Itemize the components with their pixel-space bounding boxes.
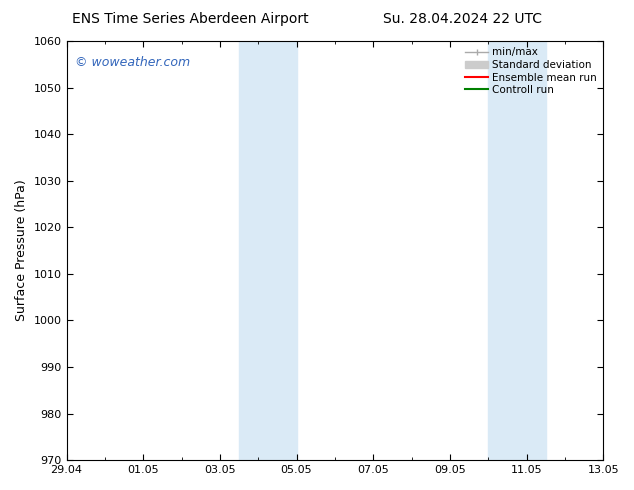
- Text: © woweather.com: © woweather.com: [75, 56, 190, 69]
- Legend: min/max, Standard deviation, Ensemble mean run, Controll run: min/max, Standard deviation, Ensemble me…: [461, 43, 601, 99]
- Text: ENS Time Series Aberdeen Airport: ENS Time Series Aberdeen Airport: [72, 12, 309, 26]
- Text: Su. 28.04.2024 22 UTC: Su. 28.04.2024 22 UTC: [384, 12, 542, 26]
- Y-axis label: Surface Pressure (hPa): Surface Pressure (hPa): [15, 180, 28, 321]
- Bar: [488, 41, 546, 460]
- Bar: [239, 41, 297, 460]
